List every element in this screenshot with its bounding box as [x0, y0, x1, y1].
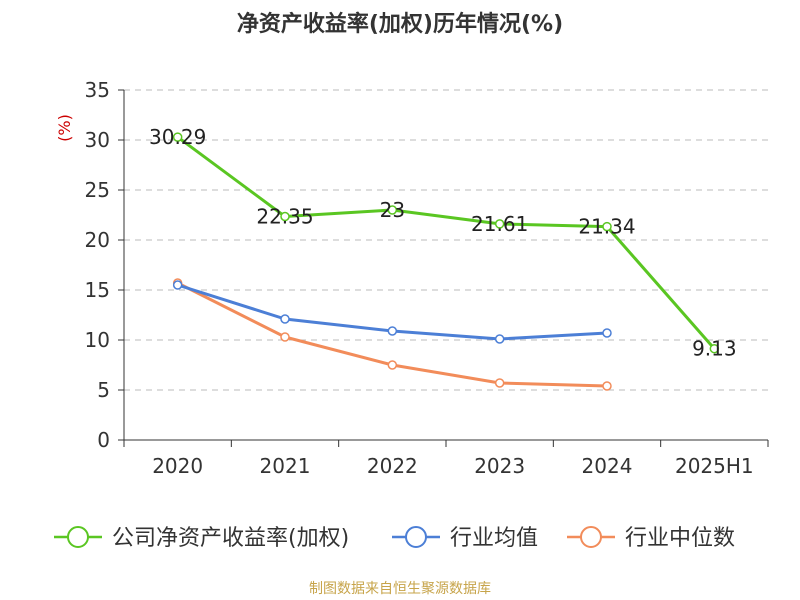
data-labels: 30.29 22.35 23 21.61 21.34 9.13 — [149, 125, 737, 361]
legend-marker — [67, 526, 89, 548]
axes: 0 5 10 15 20 25 30 35 (%) 2020 2021 2022 2023 2024 202… — [55, 78, 769, 478]
x-tick-label: 2024 — [582, 454, 633, 478]
y-tick-label: 35 — [85, 78, 110, 102]
x-tick-label: 2021 — [260, 454, 311, 478]
grid-lines — [124, 89, 768, 391]
y-tick-label: 5 — [97, 378, 110, 402]
data-label: 22.35 — [256, 205, 313, 229]
data-point — [172, 280, 183, 290]
legend-marker — [405, 526, 427, 548]
x-tick-label: 2025H1 — [675, 454, 754, 478]
y-tick-label: 10 — [85, 328, 110, 352]
series-line — [176, 135, 716, 350]
data-label: 21.34 — [578, 215, 635, 239]
x-tick-label: 2020 — [152, 454, 203, 478]
data-point — [494, 219, 505, 229]
y-tick-label: 15 — [85, 278, 110, 302]
data-point — [602, 381, 612, 391]
data-point — [280, 314, 290, 324]
legend: 公司净资产收益率(加权) 行业均值 行业中位数 — [54, 526, 735, 551]
data-point — [280, 211, 290, 222]
data-point — [280, 332, 290, 342]
data-point — [387, 326, 398, 336]
data-point — [172, 132, 183, 142]
data-point — [709, 343, 720, 354]
data-point — [494, 378, 505, 388]
y-tick-label: 0 — [97, 428, 110, 452]
data-label: 30.29 — [149, 125, 206, 149]
x-tick-label: 2023 — [474, 454, 525, 478]
data-point — [494, 334, 505, 344]
legend-label: 行业中位数 — [625, 526, 735, 551]
series-lines — [172, 132, 720, 391]
data-label: 21.61 — [471, 212, 528, 236]
x-tick-label: 2022 — [367, 454, 418, 478]
data-label: 9.13 — [692, 337, 737, 361]
y-tick-label: 25 — [85, 178, 110, 202]
data-point — [387, 360, 398, 370]
data-point — [387, 205, 398, 215]
legend-label: 公司净资产收益率(加权) — [112, 526, 349, 551]
y-tick-label: 30 — [85, 128, 110, 152]
legend-label: 行业均值 — [450, 526, 538, 551]
data-point — [602, 328, 612, 338]
chart-title: 净资产收益率(加权)历年情况(%) — [236, 12, 564, 37]
y-tick-label: 20 — [85, 228, 110, 252]
legend-marker — [580, 526, 602, 548]
source-footer: 制图数据来自恒生聚源数据库 — [309, 581, 491, 597]
y-axis-unit-label: (%) — [55, 114, 74, 142]
data-point — [602, 221, 612, 232]
data-label: 23 — [380, 198, 405, 222]
